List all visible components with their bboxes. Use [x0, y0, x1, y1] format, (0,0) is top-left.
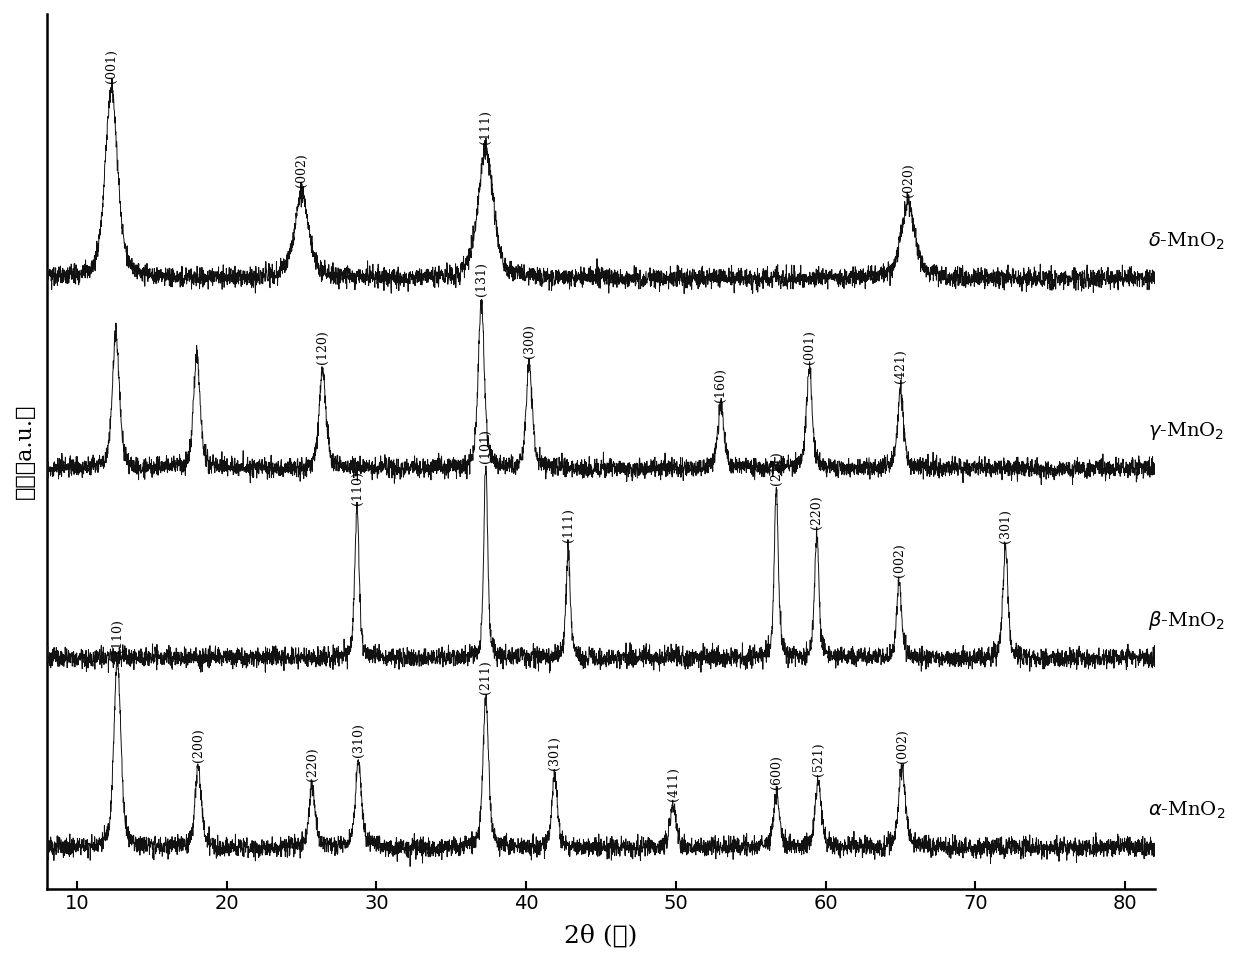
Text: (002): (002)	[895, 728, 909, 763]
Text: (001): (001)	[802, 331, 816, 364]
Text: (120): (120)	[316, 331, 329, 364]
Text: (301): (301)	[999, 508, 1012, 543]
Text: (301): (301)	[548, 736, 562, 770]
Text: (211): (211)	[480, 660, 492, 694]
Text: (200): (200)	[192, 728, 205, 762]
Text: $\gamma$-MnO$_2$: $\gamma$-MnO$_2$	[1148, 420, 1224, 442]
Text: (220): (220)	[810, 495, 823, 529]
Text: $\delta$-MnO$_2$: $\delta$-MnO$_2$	[1148, 231, 1224, 252]
Text: $\beta$-MnO$_2$: $\beta$-MnO$_2$	[1148, 608, 1225, 631]
Text: (131): (131)	[475, 261, 487, 296]
Text: (002): (002)	[893, 543, 905, 577]
Text: (600): (600)	[770, 755, 782, 789]
Text: (220): (220)	[305, 748, 319, 781]
Text: (421): (421)	[894, 350, 908, 383]
Text: (110): (110)	[110, 619, 124, 653]
Text: (411): (411)	[666, 767, 680, 801]
Text: (020): (020)	[901, 163, 915, 197]
Text: (111): (111)	[480, 111, 492, 144]
Text: $\alpha$-MnO$_2$: $\alpha$-MnO$_2$	[1148, 800, 1225, 822]
Text: (001): (001)	[105, 49, 118, 84]
X-axis label: 2θ (度): 2θ (度)	[564, 924, 637, 948]
Text: (160): (160)	[714, 368, 728, 402]
Text: (211): (211)	[770, 452, 782, 485]
Text: (300): (300)	[523, 324, 536, 358]
Y-axis label: 强度（a.u.）: 强度（a.u.）	[14, 404, 36, 499]
Text: (101): (101)	[480, 429, 492, 463]
Text: (310): (310)	[352, 723, 365, 756]
Text: (110): (110)	[351, 471, 363, 505]
Text: (111): (111)	[562, 508, 574, 542]
Text: (002): (002)	[295, 154, 308, 187]
Text: (521): (521)	[812, 742, 825, 776]
